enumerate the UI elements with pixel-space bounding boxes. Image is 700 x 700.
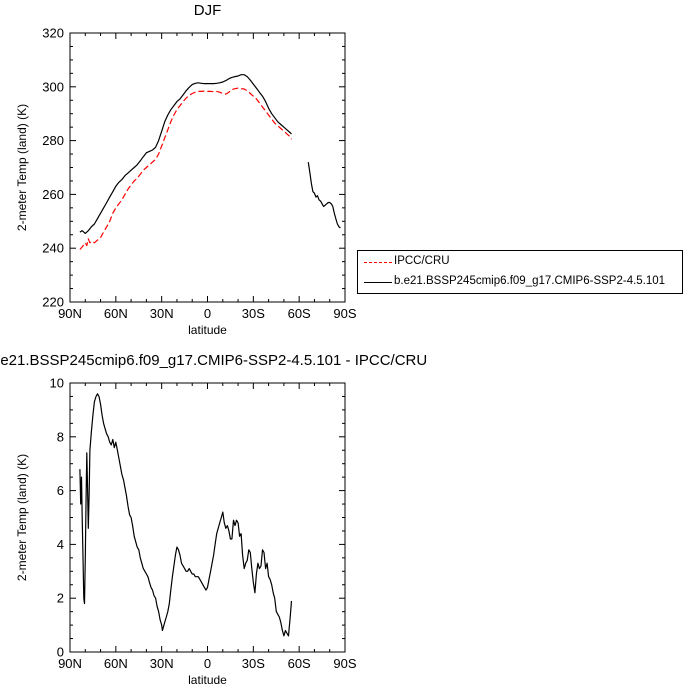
y-tick-label: 10	[50, 376, 64, 391]
y-axis-label: 2-meter Temp (land) (K)	[15, 454, 29, 581]
legend-item-ipcc-cru: IPCC/CRU	[358, 253, 682, 273]
x-tick-label: 60S	[288, 306, 311, 321]
x-tick-label: 60N	[104, 656, 128, 671]
y-axis-label: 2-meter Temp (land) (K)	[15, 104, 29, 231]
x-tick-label: 90N	[58, 306, 82, 321]
x-tick-label: 30N	[150, 656, 174, 671]
y-tick-label: 320	[42, 26, 64, 41]
x-tick-label: 90S	[333, 656, 356, 671]
y-tick-label: 2	[57, 591, 64, 606]
series-line-1-segment-0	[79, 74, 292, 234]
plot-frame	[69, 382, 346, 653]
x-tick-label: 30S	[242, 656, 265, 671]
bottom-chart: 90N 60N 30N 0 30S 60S 90S 0 2 4 6 8 10 b.e21.BSSP245c…	[0, 352, 427, 687]
x-tick-label: 30N	[150, 306, 174, 321]
y-tick-label: 0	[57, 645, 64, 660]
x-tick-label: 0	[204, 306, 211, 321]
legend-label-ipcc-cru: IPCC/CRU	[394, 255, 450, 267]
legend: IPCC/CRU b.e21.BSSP245cmip6.f09_g17.CMIP…	[357, 250, 683, 294]
y-tick-label: 8	[57, 429, 64, 444]
x-axis-label: latitude	[188, 673, 227, 687]
x-tick-label: 30S	[242, 306, 265, 321]
series-line-0-segment-0	[79, 393, 293, 637]
series-line-0-segment-0	[79, 87, 293, 250]
y-tick-label: 280	[42, 133, 64, 148]
y-tick-label: 240	[42, 241, 64, 256]
plot-frame	[69, 32, 346, 303]
y-tick-label: 300	[42, 79, 64, 94]
legend-swatch-model	[364, 282, 392, 283]
chart-title: DJF	[194, 2, 222, 19]
x-axis-label: latitude	[188, 323, 227, 337]
x-tick-label: 90N	[58, 656, 82, 671]
legend-swatch-ipcc-cru	[364, 262, 392, 263]
x-tick-label: 60N	[104, 306, 128, 321]
y-tick-label: 260	[42, 187, 64, 202]
y-tick-label: 4	[57, 537, 64, 552]
legend-label-model: b.e21.BSSP245cmip6.f09_g17.CMIP6-SSP2-4.…	[394, 275, 666, 287]
legend-item-model: b.e21.BSSP245cmip6.f09_g17.CMIP6-SSP2-4.…	[358, 273, 682, 293]
y-tick-label: 6	[57, 483, 64, 498]
chart-title: b.e21.BSSP245cmip6.f09_g17.CMIP6-SSP2-4.…	[0, 352, 427, 369]
x-tick-label: 0	[204, 656, 211, 671]
series-line-1-segment-1	[307, 162, 341, 229]
x-tick-label: 90S	[333, 306, 356, 321]
top-chart: 90N 60N 30N 0 30S 60S 90S 220 240 260 280 300 320 DJF…	[15, 2, 357, 337]
y-tick-label: 220	[42, 295, 64, 310]
x-tick-label: 60S	[288, 656, 311, 671]
